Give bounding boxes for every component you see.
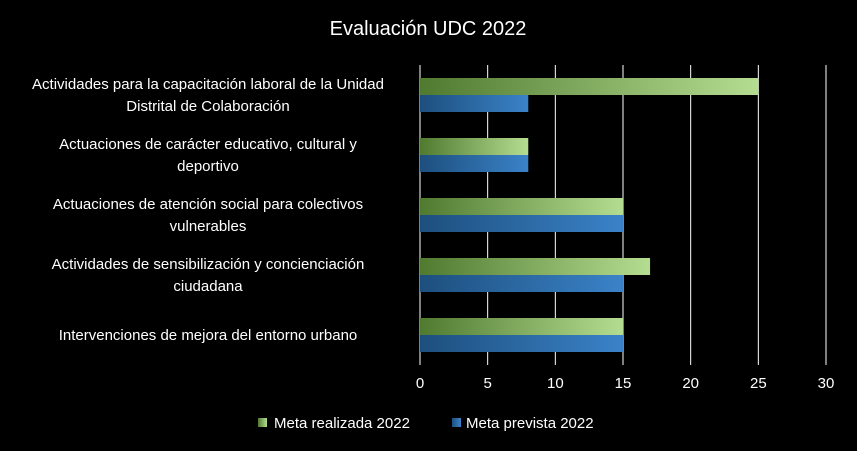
bar-prevista-1 xyxy=(420,155,529,172)
bar-realizada-4 xyxy=(420,318,623,335)
x-axis-ticks: 0 5 10 15 20 25 30 xyxy=(416,375,835,392)
bar-realizada-1 xyxy=(420,138,529,155)
x-tick-label-5: 25 xyxy=(750,375,767,392)
category-label-3: Actividades de sensibilización y concien… xyxy=(52,256,365,295)
bar-realizada-2 xyxy=(420,198,623,215)
bar-realizada-3 xyxy=(420,258,651,275)
bar-prevista-3 xyxy=(420,275,623,292)
bar-realizada-0 xyxy=(420,78,759,95)
chart-title: Evaluación UDC 2022 xyxy=(330,18,527,40)
category-label-1: Actuaciones de carácter educativo, cultu… xyxy=(59,136,357,175)
x-tick-label-2: 10 xyxy=(547,375,564,392)
x-tick-label-0: 0 xyxy=(416,375,424,392)
bar-prevista-4 xyxy=(420,335,623,352)
category-label-0: Actividades para la capacitación laboral… xyxy=(32,76,384,115)
category-labels: Actividades para la capacitación laboral… xyxy=(32,76,384,344)
x-tick-label-6: 30 xyxy=(818,375,835,392)
legend: Meta realizada 2022 Meta prevista 2022 xyxy=(258,415,594,432)
category-label-4: Intervenciones de mejora del entorno urb… xyxy=(59,327,358,344)
x-tick-label-1: 5 xyxy=(483,375,491,392)
bar-prevista-0 xyxy=(420,95,529,112)
legend-label-1: Meta prevista 2022 xyxy=(466,415,594,432)
x-tick-label-3: 15 xyxy=(615,375,632,392)
bar-prevista-2 xyxy=(420,215,623,232)
legend-label-0: Meta realizada 2022 xyxy=(274,415,410,432)
legend-swatch-0 xyxy=(258,418,267,427)
bars-group xyxy=(420,78,759,352)
x-tick-label-4: 20 xyxy=(682,375,699,392)
category-label-2: Actuaciones de atención social para cole… xyxy=(53,196,363,235)
legend-swatch-1 xyxy=(452,418,461,427)
